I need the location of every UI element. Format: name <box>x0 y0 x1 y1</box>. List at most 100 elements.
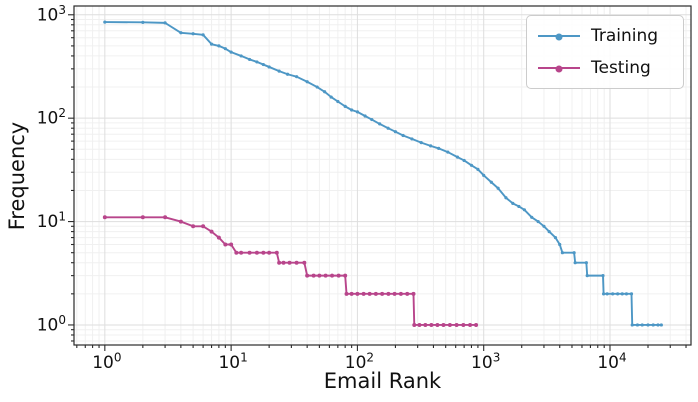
data-point <box>558 242 562 247</box>
data-point <box>624 292 629 296</box>
data-point <box>536 219 540 224</box>
legend-marker-training-icon <box>555 33 563 41</box>
x-tick-labels: 100 101 102 103 104 <box>92 351 626 374</box>
tick-label: 101 <box>37 210 66 233</box>
data-point <box>209 42 214 46</box>
data-point <box>141 20 145 24</box>
data-point <box>446 150 450 154</box>
data-point <box>584 261 588 265</box>
x-axis-label: Email Rank <box>323 369 442 393</box>
tick-label: 102 <box>37 106 66 129</box>
data-point <box>401 133 405 138</box>
data-point <box>102 215 107 220</box>
data-point <box>255 60 259 64</box>
data-point <box>386 291 391 296</box>
plot-frame <box>73 5 692 346</box>
data-point <box>504 196 508 200</box>
data-point <box>323 273 328 278</box>
data-point <box>223 47 227 51</box>
data-point <box>417 322 422 327</box>
legend-line-sample-training <box>538 33 580 41</box>
data-point <box>355 110 360 114</box>
tick-label: 101 <box>218 351 247 374</box>
data-point <box>277 69 281 73</box>
data-point <box>469 163 474 167</box>
data-point <box>350 108 354 112</box>
data-point <box>178 219 183 224</box>
legend-line-sample-testing <box>538 65 580 73</box>
data-point <box>103 20 107 24</box>
data-point <box>378 122 382 126</box>
data-point <box>620 292 624 296</box>
data-point <box>294 260 299 265</box>
data-point <box>511 201 515 205</box>
data-point <box>651 323 655 327</box>
data-point <box>285 72 290 76</box>
data-point <box>363 114 367 118</box>
data-point <box>405 291 410 296</box>
data-point <box>412 322 417 327</box>
data-point <box>267 65 271 69</box>
data-point <box>239 54 243 58</box>
data-point <box>392 291 397 296</box>
data-point <box>542 224 546 228</box>
data-point <box>393 130 398 134</box>
data-point <box>616 292 620 296</box>
data-point <box>361 291 366 296</box>
data-point <box>323 90 327 94</box>
data-point <box>441 322 446 327</box>
data-point <box>476 167 480 171</box>
data-point <box>423 322 428 327</box>
data-point <box>572 251 576 255</box>
data-point <box>560 251 565 255</box>
data-point <box>274 250 279 255</box>
data-point <box>281 260 286 265</box>
data-point <box>229 50 233 54</box>
data-point <box>611 292 615 296</box>
data-point <box>343 104 347 108</box>
data-point <box>305 80 309 84</box>
data-point <box>462 158 466 163</box>
data-point <box>585 274 589 278</box>
data-point <box>370 117 374 122</box>
data-point <box>646 323 650 327</box>
data-point <box>261 62 265 67</box>
data-point <box>630 323 634 327</box>
data-point <box>217 44 221 48</box>
data-point <box>602 292 606 296</box>
data-point <box>656 323 660 327</box>
data-point <box>247 250 252 255</box>
data-point <box>380 291 385 296</box>
data-point <box>629 292 634 296</box>
data-point <box>234 250 239 255</box>
data-point <box>302 260 307 265</box>
tick-label: 102 <box>345 351 374 374</box>
data-point <box>530 215 534 219</box>
data-point <box>267 250 272 255</box>
legend-item-training[interactable]: Training <box>538 24 672 48</box>
data-point <box>640 323 644 327</box>
data-point <box>295 75 299 79</box>
data-point <box>163 215 168 220</box>
grid-minor <box>74 6 691 345</box>
data-point <box>447 322 452 327</box>
data-point <box>419 141 423 145</box>
data-point <box>605 292 609 296</box>
data-point <box>239 250 244 255</box>
data-point <box>201 33 205 37</box>
data-point <box>522 208 526 212</box>
data-point <box>367 291 372 296</box>
data-point <box>163 21 167 25</box>
data-point <box>329 95 333 99</box>
tick-label: 103 <box>471 351 500 374</box>
data-point <box>191 32 195 36</box>
data-point <box>411 291 416 296</box>
data-point <box>410 137 414 141</box>
data-point <box>373 291 378 296</box>
tick-label: 103 <box>37 3 66 26</box>
data-point <box>573 261 577 265</box>
y-axis-label: Frequency <box>5 121 29 231</box>
legend-item-testing[interactable]: Testing <box>538 56 672 80</box>
data-point <box>489 180 493 184</box>
